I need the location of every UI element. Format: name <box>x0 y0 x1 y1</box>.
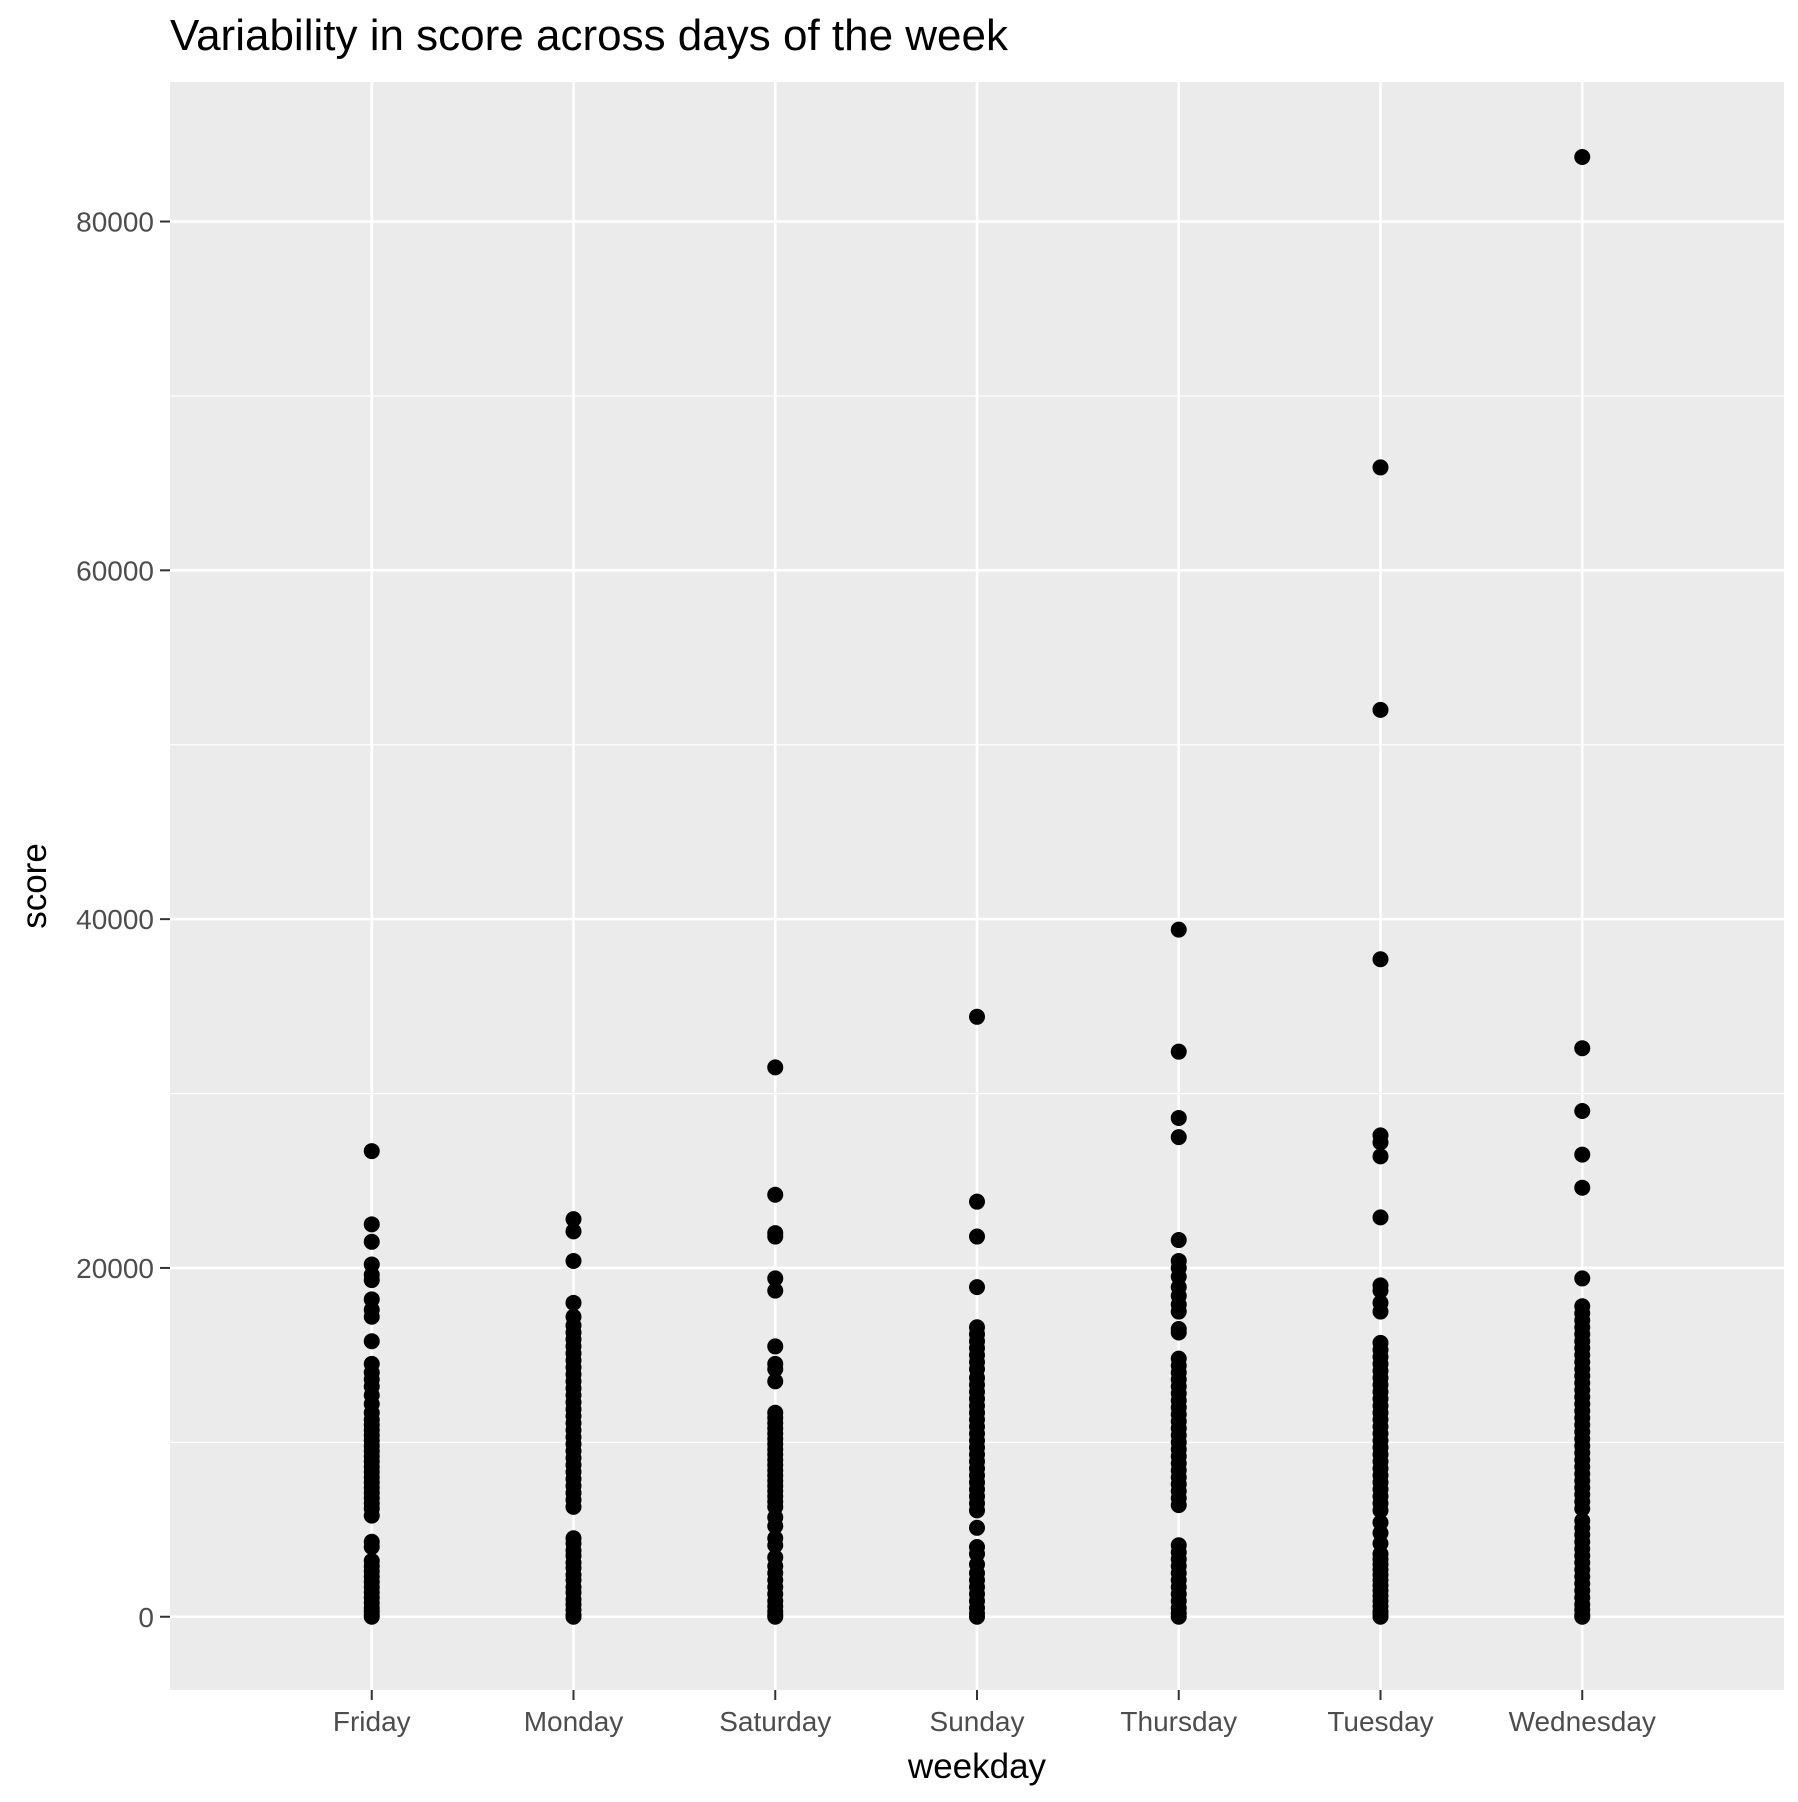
data-point <box>1574 1608 1591 1625</box>
data-point <box>969 1008 985 1025</box>
data-point <box>767 1518 784 1535</box>
data-point <box>969 1279 985 1296</box>
x-tick-label: Tuesday <box>1327 1706 1433 1737</box>
data-point <box>767 1608 784 1625</box>
data-point <box>1372 1209 1389 1226</box>
x-tick-label: Sunday <box>930 1706 1025 1737</box>
data-point <box>363 1538 380 1555</box>
data-point <box>767 1537 784 1554</box>
data-point <box>1574 1102 1591 1119</box>
y-tick-label: 0 <box>138 1602 154 1633</box>
data-point <box>1574 1040 1591 1057</box>
y-axis-title: score <box>15 843 54 929</box>
data-point <box>1574 1146 1591 1163</box>
data-point <box>1372 951 1389 968</box>
y-tick-label: 40000 <box>76 904 154 935</box>
data-point <box>969 1519 985 1536</box>
data-point <box>767 1282 784 1299</box>
x-tick-label: Saturday <box>719 1706 831 1737</box>
data-point <box>1170 1497 1187 1514</box>
data-point <box>1372 1282 1389 1299</box>
data-point <box>1170 1608 1187 1625</box>
data-point <box>363 1216 380 1233</box>
data-point <box>767 1059 784 1076</box>
data-point <box>565 1211 582 1228</box>
data-point <box>1170 1109 1187 1126</box>
data-point <box>363 1507 380 1524</box>
x-tick-label: Friday <box>333 1706 411 1737</box>
x-tick-label: Monday <box>524 1706 624 1737</box>
data-point <box>1574 1179 1591 1196</box>
x-tick-label: Wednesday <box>1509 1706 1656 1737</box>
data-point <box>767 1338 784 1355</box>
y-tick-label: 60000 <box>76 555 154 586</box>
data-point <box>1170 1129 1187 1146</box>
data-point <box>767 1361 784 1378</box>
data-point <box>363 1233 380 1250</box>
data-point <box>1170 921 1187 938</box>
data-point <box>767 1270 784 1287</box>
y-tick-label: 20000 <box>76 1253 154 1284</box>
y-axis: 0 20000 40000 60000 80000 <box>76 207 170 1633</box>
data-point <box>1372 1134 1389 1151</box>
data-point <box>1372 701 1389 718</box>
data-point <box>565 1294 582 1311</box>
data-point <box>1574 1270 1591 1287</box>
data-point <box>969 1608 985 1625</box>
data-point <box>363 1333 380 1350</box>
x-axis: Friday Monday Saturday Sunday Thursday Tuesda… <box>333 1690 1656 1737</box>
data-point <box>1372 1148 1389 1165</box>
data-point <box>363 1272 380 1289</box>
data-point <box>1372 459 1389 476</box>
data-point <box>565 1252 582 1269</box>
data-point <box>1170 1303 1187 1320</box>
data-point <box>1574 1500 1591 1517</box>
data-point <box>1574 148 1591 165</box>
data-point <box>1170 1324 1187 1341</box>
data-point <box>565 1608 582 1625</box>
data-point <box>1372 1502 1389 1519</box>
data-point <box>363 1608 380 1625</box>
x-tick-label: Thursday <box>1120 1706 1237 1737</box>
chart-title: Variability in score across days of the … <box>170 11 1009 60</box>
data-point <box>969 1193 985 1210</box>
data-point <box>363 1308 380 1325</box>
data-point <box>1372 1303 1389 1320</box>
data-point <box>1170 1043 1187 1060</box>
data-point <box>363 1143 380 1160</box>
data-point <box>969 1228 985 1245</box>
data-point <box>565 1498 582 1515</box>
data-point <box>1372 1608 1389 1625</box>
data-point <box>969 1502 985 1519</box>
data-point <box>767 1228 784 1245</box>
data-point <box>767 1373 784 1390</box>
x-axis-title: weekday <box>907 1747 1047 1786</box>
y-tick-label: 80000 <box>76 207 154 238</box>
data-point <box>565 1223 582 1240</box>
data-points <box>363 148 1591 1625</box>
data-point <box>1170 1232 1187 1249</box>
data-point <box>767 1186 784 1203</box>
